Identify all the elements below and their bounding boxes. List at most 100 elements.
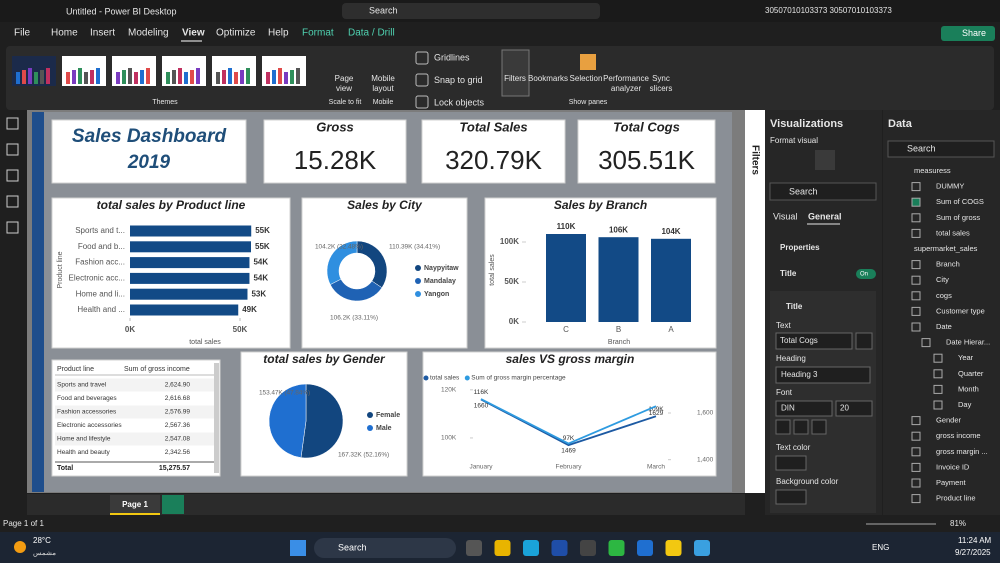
menu-item[interactable]: Optimize bbox=[216, 28, 256, 39]
field[interactable]: Invoice ID bbox=[936, 462, 970, 471]
app-icon[interactable] bbox=[580, 540, 596, 556]
label[interactable]: Filters bbox=[504, 74, 526, 83]
checkbox[interactable] bbox=[911, 478, 921, 488]
select[interactable] bbox=[775, 366, 871, 384]
menu-item[interactable]: File bbox=[14, 28, 31, 39]
field[interactable]: Month bbox=[958, 384, 979, 393]
field[interactable]: gross income bbox=[936, 431, 981, 440]
field[interactable]: total sales bbox=[936, 228, 970, 237]
style-button[interactable] bbox=[775, 419, 791, 435]
start-button[interactable] bbox=[290, 540, 306, 556]
menu-item[interactable]: View bbox=[182, 28, 205, 39]
field[interactable]: Customer type bbox=[936, 306, 985, 315]
style-button[interactable] bbox=[793, 419, 809, 435]
view-icon[interactable] bbox=[6, 195, 19, 208]
add-page[interactable] bbox=[162, 495, 184, 514]
checkbox[interactable] bbox=[911, 494, 921, 504]
checkbox[interactable] bbox=[911, 447, 921, 457]
app-icon[interactable] bbox=[523, 540, 539, 556]
label[interactable]: analyzer bbox=[611, 84, 642, 93]
app-icon[interactable] bbox=[665, 540, 682, 556]
checkbox[interactable] bbox=[911, 182, 921, 192]
label[interactable]: Gridlines bbox=[434, 52, 470, 62]
checkbox[interactable] bbox=[415, 51, 429, 65]
label[interactable]: Title bbox=[786, 302, 803, 311]
label[interactable]: Selection bbox=[570, 74, 603, 83]
field[interactable]: Sum of COGS bbox=[936, 197, 984, 206]
field[interactable]: Date bbox=[936, 322, 952, 331]
label[interactable]: 20 bbox=[840, 404, 849, 413]
checkbox[interactable] bbox=[921, 338, 931, 348]
search-box[interactable] bbox=[769, 182, 877, 201]
label[interactable]: Search bbox=[907, 143, 936, 153]
field[interactable]: Gender bbox=[936, 416, 962, 425]
view-icon[interactable] bbox=[6, 221, 19, 234]
label[interactable]: Properties bbox=[780, 243, 820, 252]
label[interactable]: Title bbox=[780, 269, 797, 278]
filters-button[interactable] bbox=[501, 49, 530, 97]
menu-item[interactable]: Format bbox=[302, 28, 334, 39]
label[interactable]: Search bbox=[338, 542, 367, 552]
view-icon[interactable] bbox=[6, 143, 19, 156]
field[interactable]: DUMMY bbox=[936, 182, 964, 191]
app-icon[interactable] bbox=[551, 540, 568, 556]
checkbox[interactable] bbox=[911, 197, 921, 207]
app-icon[interactable] bbox=[466, 540, 482, 556]
field[interactable]: Branch bbox=[936, 260, 960, 269]
input[interactable] bbox=[775, 332, 853, 350]
app-icon[interactable] bbox=[494, 540, 511, 556]
label[interactable]: Visual bbox=[773, 211, 797, 221]
app-icon[interactable] bbox=[694, 540, 710, 556]
page-tab[interactable] bbox=[110, 495, 160, 514]
label[interactable]: Page 1 bbox=[122, 500, 148, 509]
label[interactable]: Bookmarks bbox=[528, 74, 568, 83]
field[interactable]: Day bbox=[958, 400, 972, 409]
label[interactable]: DIN bbox=[781, 404, 795, 413]
checkbox[interactable] bbox=[911, 260, 921, 270]
field[interactable]: City bbox=[936, 275, 949, 284]
checkbox[interactable] bbox=[933, 353, 943, 363]
menu-item[interactable]: Home bbox=[51, 28, 78, 39]
field[interactable]: gross margin ... bbox=[936, 447, 988, 456]
field[interactable]: Product line bbox=[936, 494, 976, 503]
toggle[interactable] bbox=[856, 269, 876, 279]
checkbox[interactable] bbox=[911, 275, 921, 285]
checkbox[interactable] bbox=[911, 462, 921, 472]
search-box[interactable] bbox=[887, 140, 995, 158]
format-icon[interactable] bbox=[815, 150, 835, 170]
share-button[interactable] bbox=[941, 26, 995, 41]
label[interactable]: Total Cogs bbox=[780, 336, 818, 345]
menu-item[interactable]: Modeling bbox=[128, 28, 169, 39]
style-button[interactable] bbox=[811, 419, 827, 435]
label[interactable]: Heading 3 bbox=[781, 370, 818, 379]
select[interactable] bbox=[775, 400, 833, 417]
fx-button[interactable] bbox=[855, 332, 873, 350]
label[interactable]: Filters bbox=[749, 145, 760, 175]
checkbox[interactable] bbox=[911, 291, 921, 301]
color-picker[interactable] bbox=[775, 455, 807, 471]
color-picker[interactable] bbox=[775, 489, 807, 505]
field[interactable]: cogs bbox=[936, 291, 952, 300]
label[interactable]: Snap to grid bbox=[434, 75, 483, 85]
field[interactable]: measuress bbox=[914, 166, 951, 175]
label[interactable]: view bbox=[336, 84, 352, 93]
label[interactable]: General bbox=[808, 211, 842, 221]
checkbox[interactable] bbox=[933, 400, 943, 410]
menu-item[interactable]: Insert bbox=[90, 28, 115, 39]
label[interactable]: Lock objects bbox=[434, 97, 485, 107]
checkbox[interactable] bbox=[415, 95, 429, 109]
field[interactable]: Date Hierar... bbox=[946, 338, 990, 347]
checkbox[interactable] bbox=[911, 416, 921, 426]
checkbox[interactable] bbox=[415, 73, 429, 87]
search-box[interactable] bbox=[342, 3, 600, 19]
menu-item[interactable]: Data / Drill bbox=[348, 28, 395, 39]
label[interactable]: Performance bbox=[603, 74, 649, 83]
checkbox[interactable] bbox=[911, 322, 921, 332]
checkbox[interactable] bbox=[933, 384, 943, 394]
checkbox[interactable] bbox=[911, 431, 921, 441]
label[interactable]: Mobile bbox=[371, 74, 395, 83]
label[interactable]: Search bbox=[789, 186, 818, 196]
app-icon[interactable] bbox=[637, 540, 653, 556]
view-icon[interactable] bbox=[6, 169, 19, 182]
checkbox[interactable] bbox=[911, 213, 921, 223]
